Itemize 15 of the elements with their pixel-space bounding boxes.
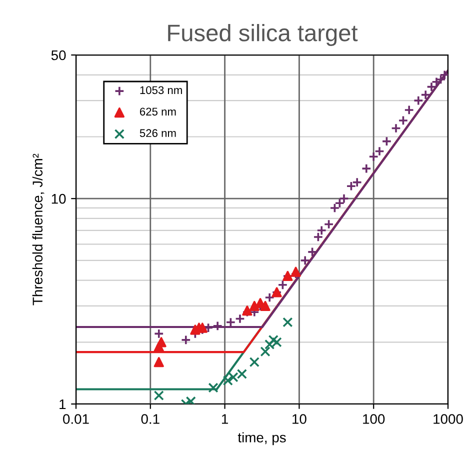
legend-label: 1053 nm bbox=[140, 86, 182, 94]
x-tick-label: 0.01 bbox=[63, 414, 89, 424]
y-tick-label: 1 bbox=[60, 399, 66, 410]
legend-label: 526 nm bbox=[140, 129, 176, 138]
x-tick-label: 0.1 bbox=[141, 414, 160, 424]
y-tick-label: 10 bbox=[52, 194, 66, 204]
x-tick-label: 100 bbox=[363, 414, 385, 424]
chart-title: Fused silica target bbox=[168, 24, 358, 46]
x-tick-label: 10 bbox=[292, 414, 306, 424]
x-axis-title: time, ps bbox=[238, 432, 286, 446]
y-tick-label: 50 bbox=[51, 50, 66, 60]
y-axis-title: Threshold fluence, J/cm² bbox=[32, 154, 44, 306]
x-tick-label: 1000 bbox=[434, 414, 463, 424]
x-tick-label: 1 bbox=[222, 414, 228, 424]
legend-label: 625 nm bbox=[140, 108, 176, 116]
